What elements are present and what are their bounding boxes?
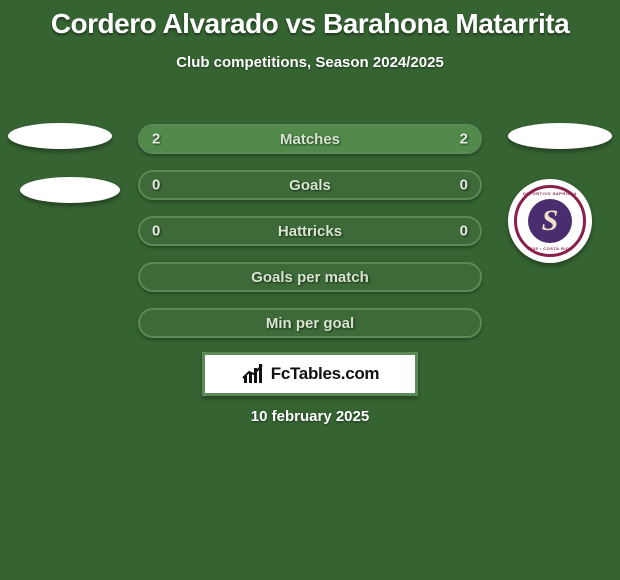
subtitle: Club competitions, Season 2024/2025 bbox=[0, 54, 620, 71]
stat-label: Matches bbox=[280, 131, 340, 148]
stat-label: Hattricks bbox=[278, 223, 342, 240]
branding-box[interactable]: FcTables.com bbox=[202, 352, 418, 396]
stat-value-left: 0 bbox=[152, 177, 160, 194]
stat-label: Goals bbox=[289, 177, 331, 194]
stat-row: Goals per match bbox=[138, 262, 482, 292]
stat-row: 0 0 Goals bbox=[138, 170, 482, 200]
badge-top-text: DEPORTIVO SAPRISSA bbox=[517, 191, 583, 196]
stat-value-left: 2 bbox=[152, 131, 160, 148]
player1-photo-placeholder bbox=[8, 123, 112, 149]
player2-club-badge: DEPORTIVO SAPRISSA S 1935 • COSTA RICA bbox=[500, 178, 600, 264]
stat-row: Min per goal bbox=[138, 308, 482, 338]
player1-club-placeholder bbox=[20, 177, 120, 203]
stat-value-right: 0 bbox=[460, 177, 468, 194]
badge-bottom-text: 1935 • COSTA RICA bbox=[517, 246, 583, 251]
player2-photo-placeholder bbox=[508, 123, 612, 149]
chart-icon bbox=[241, 362, 265, 386]
badge-letter: S bbox=[542, 204, 559, 238]
stat-row: 0 0 Hattricks bbox=[138, 216, 482, 246]
stat-value-right: 2 bbox=[460, 131, 468, 148]
stats-container: 2 2 Matches 0 0 Goals 0 0 Hattricks Goals per mat… bbox=[138, 124, 482, 354]
date-text: 10 february 2025 bbox=[0, 408, 620, 425]
stat-label: Goals per match bbox=[251, 269, 369, 286]
page-title: Cordero Alvarado vs Barahona Matarrita bbox=[0, 0, 620, 40]
stat-value-left: 0 bbox=[152, 223, 160, 240]
stat-value-right: 0 bbox=[460, 223, 468, 240]
stat-row: 2 2 Matches bbox=[138, 124, 482, 154]
stat-label: Min per goal bbox=[266, 315, 354, 332]
branding-text: FcTables.com bbox=[271, 364, 380, 384]
